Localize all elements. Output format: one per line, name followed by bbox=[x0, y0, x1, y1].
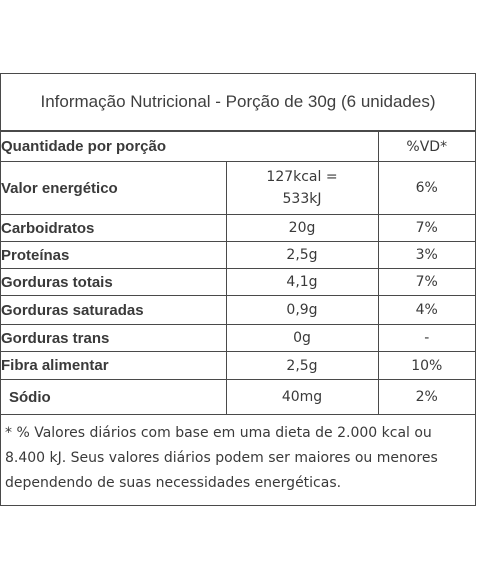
table-row: Proteínas 2,5g 3% bbox=[1, 241, 475, 269]
nutrient-name: Gorduras trans bbox=[1, 324, 227, 352]
daily-values-footnote: * % Valores diários com base em uma diet… bbox=[5, 425, 438, 491]
table-row: Carboidratos 20g 7% bbox=[1, 214, 475, 242]
nutrient-daily-value: 4% bbox=[377, 295, 475, 325]
nutrient-daily-value: - bbox=[377, 324, 475, 352]
nutrient-name: Gorduras saturadas bbox=[1, 295, 227, 325]
nutrient-amount: 0,9g bbox=[225, 295, 379, 325]
table-row: Gorduras totais 4,1g 7% bbox=[1, 268, 475, 296]
nutrient-name: Gorduras totais bbox=[1, 268, 227, 296]
nutrient-daily-value: 3% bbox=[377, 241, 475, 269]
nutrient-name: Carboidratos bbox=[1, 214, 227, 242]
nutrient-daily-value: 10% bbox=[377, 351, 475, 380]
table-row: Sódio 40mg 2% bbox=[1, 379, 475, 415]
nutrition-title: Informação Nutricional - Porção de 30g (… bbox=[1, 74, 475, 131]
table-header-row: Quantidade por porção %VD* bbox=[1, 131, 475, 162]
nutrient-daily-value: 7% bbox=[377, 214, 475, 242]
nutrient-amount: 0g bbox=[225, 324, 379, 352]
nutrition-table: Quantidade por porção %VD* Valor energét… bbox=[1, 131, 475, 415]
nutrient-name: Sódio bbox=[1, 379, 227, 415]
nutrient-amount: 20g bbox=[225, 214, 379, 242]
nutrient-name: Valor energético bbox=[1, 161, 227, 215]
portion-quantity-header: Quantidade por porção bbox=[1, 131, 379, 162]
nutrient-daily-value: 2% bbox=[377, 379, 475, 415]
table-row: Valor energético 127kcal = 533kJ 6% bbox=[1, 161, 475, 215]
daily-value-header: %VD* bbox=[377, 131, 475, 162]
table-row: Gorduras saturadas 0,9g 4% bbox=[1, 295, 475, 325]
nutrient-amount: 4,1g bbox=[225, 268, 379, 296]
table-row: Fibra alimentar 2,5g 10% bbox=[1, 351, 475, 380]
energy-kj: 533kJ bbox=[282, 191, 322, 207]
table-row: Gorduras trans 0g - bbox=[1, 324, 475, 352]
nutrient-amount: 40mg bbox=[225, 379, 379, 415]
nutrient-daily-value: 7% bbox=[377, 268, 475, 296]
nutrient-daily-value: 6% bbox=[377, 161, 475, 215]
nutrient-amount: 127kcal = 533kJ bbox=[225, 161, 379, 215]
nutrient-name: Fibra alimentar bbox=[1, 351, 227, 380]
nutrient-amount: 2,5g bbox=[225, 241, 379, 269]
nutrition-facts-panel: Informação Nutricional - Porção de 30g (… bbox=[0, 73, 476, 506]
nutrient-name: Proteínas bbox=[1, 241, 227, 269]
nutrient-amount: 2,5g bbox=[225, 351, 379, 380]
energy-kcal: 127kcal = bbox=[266, 169, 338, 185]
